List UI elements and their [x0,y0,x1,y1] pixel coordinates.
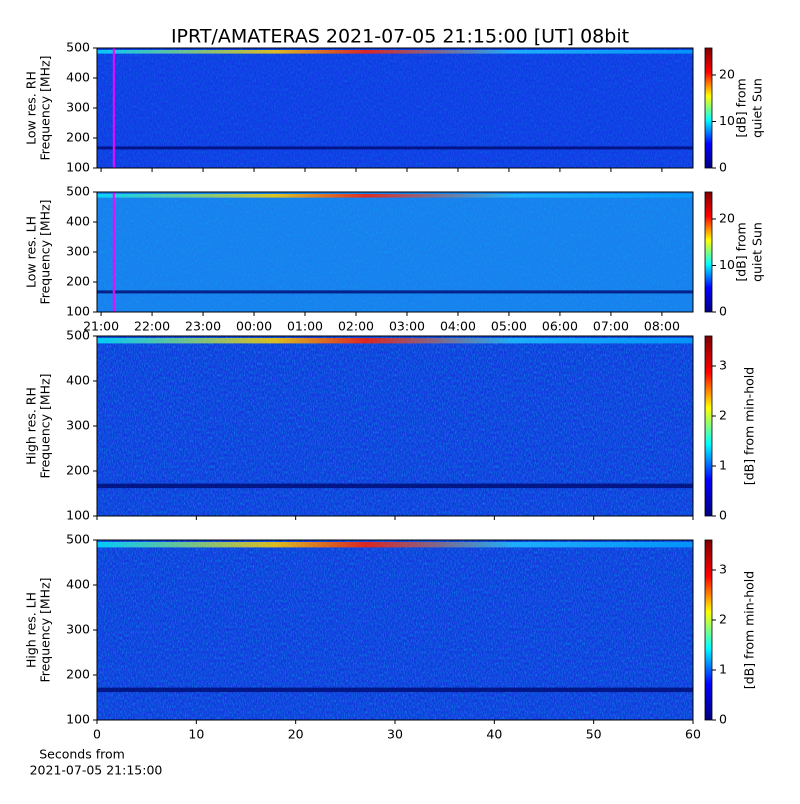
spectrogram-band [97,50,693,54]
y-tick-label: 400 [66,577,90,592]
colorbar [704,335,713,517]
colorbar-label: [dB] from [734,78,749,137]
spectrogram-band [97,194,693,198]
y-tick-label: 100 [66,712,90,727]
colorbar-tick-label: 2 [719,612,727,627]
spectrogram-band [97,687,693,693]
spectrogram-band [97,542,693,548]
x-tick-label: 03:00 [389,319,425,334]
spectrogram-band [97,483,693,489]
y-tick-label: 200 [66,274,90,289]
y-axis-label: Frequency [MHz] [38,577,53,682]
y-tick-label: 400 [66,214,90,229]
y-tick-label: 200 [66,130,90,145]
x-axis-label: 2021-07-05 21:15:00 [30,763,163,778]
y-tick-label: 300 [66,244,90,259]
x-tick-label: 40 [486,727,502,742]
y-tick-label: 300 [66,622,90,637]
spectrogram-noise [97,540,693,720]
y-axis-label: Frequency [MHz] [38,199,53,304]
y-tick-label: 200 [66,463,90,478]
colorbar-label: [dB] from min-hold [742,571,757,689]
colorbar-tick-label: 10 [719,113,735,128]
y-tick-label: 200 [66,667,90,682]
spectrogram-noise [97,192,693,312]
y-tick-label: 400 [66,70,90,85]
y-tick-label: 500 [66,40,90,55]
x-tick-label: 21:00 [83,319,119,334]
spectrogram-band [97,290,693,294]
y-tick-label: 500 [66,184,90,199]
y-axis-label: High res. RH [24,387,39,465]
x-tick-label: 0 [93,727,101,742]
colorbar-tick-label: 3 [719,562,727,577]
y-axis-label: High res. LH [24,592,39,668]
colorbar-tick-label: 20 [719,210,735,225]
spectrogram-noise [97,48,693,168]
y-axis-label: Low res. LH [24,216,39,288]
x-tick-label: 23:00 [185,319,221,334]
colorbar-tick-label: 0 [719,508,727,523]
spectrogram-band [97,146,693,150]
y-tick-label: 500 [66,328,90,343]
x-tick-label: 05:00 [491,319,527,334]
x-tick-label: 04:00 [440,319,476,334]
colorbar-label: quiet Sun [750,222,765,282]
y-tick-label: 100 [66,508,90,523]
title: IPRT/AMATERAS 2021-07-05 21:15:00 [UT] 0… [171,26,629,48]
colorbar [704,191,713,313]
x-tick-label: 20 [288,727,304,742]
colorbar [704,47,713,169]
x-tick-label: 30 [387,727,403,742]
colorbar-tick-label: 0 [719,160,727,175]
y-axis-label: Frequency [MHz] [38,55,53,160]
y-tick-label: 300 [66,418,90,433]
colorbar-label: quiet Sun [750,78,765,138]
x-tick-label: 08:00 [644,319,680,334]
x-axis-label: Seconds from [39,747,125,762]
x-tick-label: 01:00 [287,319,323,334]
y-tick-label: 500 [66,532,90,547]
x-tick-label: 60 [685,727,701,742]
y-axis-label: Low res. RH [24,71,39,145]
x-tick-label: 06:00 [542,319,578,334]
colorbar-tick-label: 1 [719,662,727,677]
colorbar-tick-label: 0 [719,304,727,319]
colorbar-tick-label: 0 [719,712,727,727]
colorbar [704,539,713,721]
colorbar-tick-label: 3 [719,358,727,373]
x-tick-label: 50 [586,727,602,742]
y-tick-label: 100 [66,304,90,319]
x-tick-label: 02:00 [338,319,374,334]
x-tick-label: 07:00 [593,319,629,334]
x-tick-label: 10 [188,727,204,742]
x-tick-label: 00:00 [236,319,272,334]
colorbar-label: [dB] from min-hold [742,367,757,485]
colorbar-tick-label: 10 [719,257,735,272]
y-tick-label: 300 [66,100,90,115]
colorbar-tick-label: 20 [719,66,735,81]
colorbar-label: [dB] from [734,222,749,281]
colorbar-tick-label: 2 [719,408,727,423]
spectrogram-noise [97,336,693,516]
colorbar-tick-label: 1 [719,458,727,473]
spectrogram-band [97,338,693,344]
x-tick-label: 22:00 [134,319,170,334]
y-axis-label: Frequency [MHz] [38,373,53,478]
y-tick-label: 100 [66,160,90,175]
y-tick-label: 400 [66,373,90,388]
